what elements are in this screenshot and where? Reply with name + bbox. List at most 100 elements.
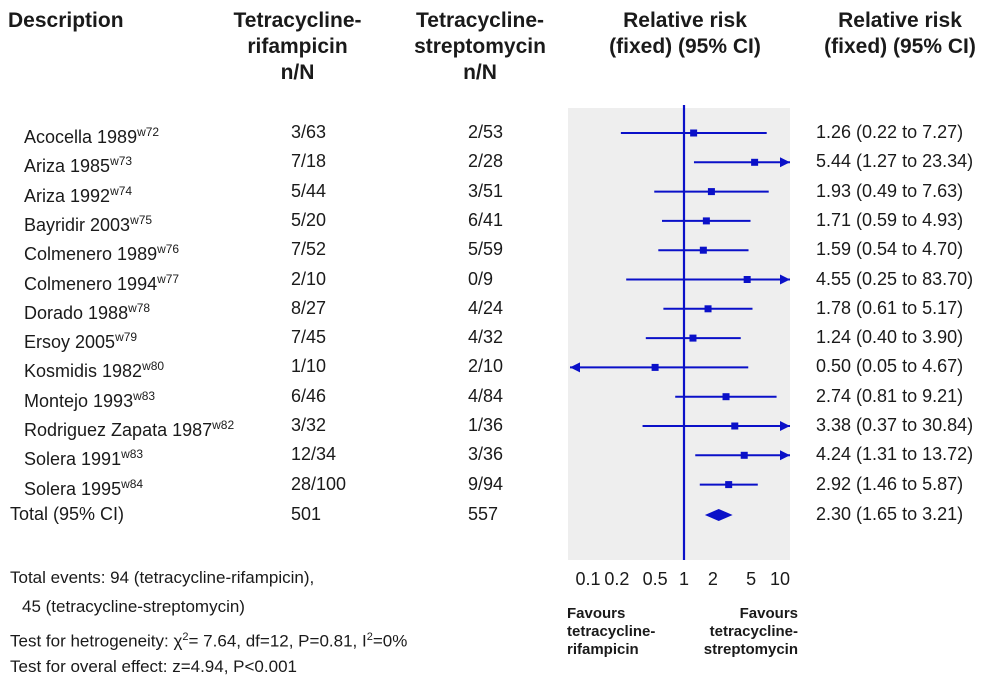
study-name-text: Solera 1991	[24, 449, 122, 470]
point-estimate	[689, 334, 697, 342]
streptomycin-count: 3/36	[468, 444, 504, 465]
overall-effect-test: Test for overal effect: z=4.94, P<0.001	[10, 657, 297, 676]
rifampicin-count: 5/44	[291, 180, 327, 201]
total-relative-risk-value: 2.30 (1.65 to 3.21)	[816, 504, 964, 524]
ci-arrow	[780, 450, 790, 461]
study-reference: w74	[110, 183, 133, 198]
total-streptomycin-count: 557	[468, 504, 499, 524]
streptomycin-count: 2/10	[468, 356, 504, 377]
rifampicin-count: 2/10	[291, 268, 327, 289]
streptomycin-count: 4/84	[468, 385, 504, 406]
study-reference: w83	[133, 388, 156, 403]
rifampicin-count: 3/32	[291, 415, 327, 435]
rifampicin-count: 3/63	[291, 122, 327, 142]
point-estimate	[731, 422, 739, 430]
point-estimate	[722, 393, 730, 401]
favours-left-label: Favours tetracycline- rifampicin	[567, 605, 656, 658]
header-tetracycline-streptomycin: Tetracycline- streptomycin n/N	[414, 9, 546, 84]
total-label: Total (95% CI)	[10, 504, 125, 524]
header-plot-relative-risk: Relative risk (fixed) (95% CI)	[609, 9, 761, 58]
relative-risk-value: 1.59 (0.54 to 4.70)	[816, 239, 964, 260]
relative-risk-value: 2.92 (1.46 to 5.87)	[816, 473, 964, 494]
study-reference: w83	[121, 447, 144, 462]
study-name: Solera 1995w84	[24, 474, 143, 499]
study-name: Ariza 1992w74	[24, 181, 132, 206]
rifampicin-count: 1/10	[291, 356, 327, 377]
study-name: Acocella 1989w72	[24, 122, 159, 147]
relative-risk-value: 0.50 (0.05 to 4.67)	[816, 356, 964, 377]
streptomycin-count: 1/36	[468, 415, 504, 435]
rifampicin-count: 6/46	[291, 385, 327, 406]
relative-risk-value: 2.74 (0.81 to 9.21)	[816, 385, 964, 406]
study-name: Colmenero 1994w77	[24, 269, 179, 294]
relative-risk-value: 1.26 (0.22 to 7.27)	[816, 122, 964, 142]
study-reference: w73	[110, 154, 133, 169]
point-estimate	[702, 217, 710, 225]
streptomycin-count: 4/24	[468, 297, 504, 318]
streptomycin-count: 9/94	[468, 473, 504, 494]
study-name: Bayridir 2003w75	[24, 210, 152, 235]
study-reference: w78	[128, 300, 151, 315]
x-tick-label: 0.1	[575, 569, 600, 589]
study-reference: w80	[142, 359, 165, 374]
total-diamond	[704, 509, 733, 521]
study-reference: w84	[121, 476, 144, 491]
streptomycin-count: 2/53	[468, 122, 504, 142]
streptomycin-count: 6/41	[468, 209, 504, 230]
relative-risk-value: 4.55 (0.25 to 83.70)	[816, 268, 974, 289]
study-name-text: Montejo 1993	[24, 390, 134, 411]
x-tick-label: 0.2	[604, 569, 629, 589]
study-name: Solera 1991w83	[24, 444, 143, 469]
point-estimate	[704, 305, 712, 313]
ci-arrow	[780, 421, 790, 431]
study-name-text: Acocella 1989	[24, 127, 138, 147]
study-name-text: Colmenero 1989	[24, 244, 158, 265]
point-estimate	[707, 188, 715, 196]
relative-risk-value: 4.24 (1.31 to 13.72)	[816, 444, 974, 465]
relative-risk-value: 1.93 (0.49 to 7.63)	[816, 180, 964, 201]
header-tetracycline-rifampicin: Tetracycline- rifampicin n/N	[233, 9, 362, 84]
study-name-text: Ariza 1985	[24, 156, 111, 177]
study-name-text: Dorado 1988	[24, 302, 129, 323]
rifampicin-count: 7/18	[291, 151, 327, 172]
favours-right-label: Favours tetracycline- streptomycin	[703, 605, 798, 658]
relative-risk-value: 3.38 (0.37 to 30.84)	[816, 415, 974, 435]
study-name: Colmenero 1989w76	[24, 239, 179, 264]
point-estimate	[690, 129, 698, 137]
rifampicin-count: 5/20	[291, 209, 327, 230]
point-estimate	[743, 276, 751, 283]
point-estimate	[651, 363, 659, 371]
study-reference: w75	[130, 212, 153, 227]
ci-arrow	[780, 157, 790, 168]
heterogeneity-test: Test for hetrogeneity: χ2= 7.64, df=12, …	[10, 631, 408, 651]
study-name-text: Bayridir 2003	[24, 214, 131, 235]
streptomycin-count: 2/28	[468, 151, 504, 172]
rifampicin-count: 12/34	[291, 444, 337, 465]
relative-risk-value: 1.24 (0.40 to 3.90)	[816, 327, 964, 348]
study-name-text: Solera 1995	[24, 478, 122, 499]
total-rifampicin-count: 501	[291, 504, 322, 524]
x-tick-label: 5	[746, 569, 756, 589]
header-description: Description	[8, 9, 124, 32]
study-name: Ariza 1985w73	[24, 151, 132, 176]
study-name: Ersoy 2005w79	[24, 327, 137, 352]
streptomycin-count: 5/59	[468, 239, 504, 260]
streptomycin-count: 4/32	[468, 327, 504, 348]
point-estimate	[751, 158, 759, 166]
study-name: Kosmidis 1982w80	[24, 356, 164, 381]
rifampicin-count: 7/45	[291, 327, 327, 348]
point-estimate	[740, 451, 748, 459]
streptomycin-count: 0/9	[468, 268, 494, 289]
relative-risk-value: 1.71 (0.59 to 4.93)	[816, 209, 964, 230]
study-name-text: Ariza 1992	[24, 185, 111, 206]
total-events-line-1: Total events: 94 (tetracycline-rifampici…	[10, 568, 315, 587]
study-reference: w82	[212, 418, 235, 432]
study-name: Rodriguez Zapata 1987w82	[24, 415, 234, 440]
study-reference: w79	[115, 330, 138, 345]
relative-risk-value: 5.44 (1.27 to 23.34)	[816, 151, 974, 172]
rifampicin-count: 7/52	[291, 239, 327, 260]
x-tick-label: 1	[679, 569, 689, 589]
study-reference: w72	[137, 125, 160, 139]
header-relative-risk-values: Relative risk (fixed) (95% CI)	[824, 9, 976, 58]
